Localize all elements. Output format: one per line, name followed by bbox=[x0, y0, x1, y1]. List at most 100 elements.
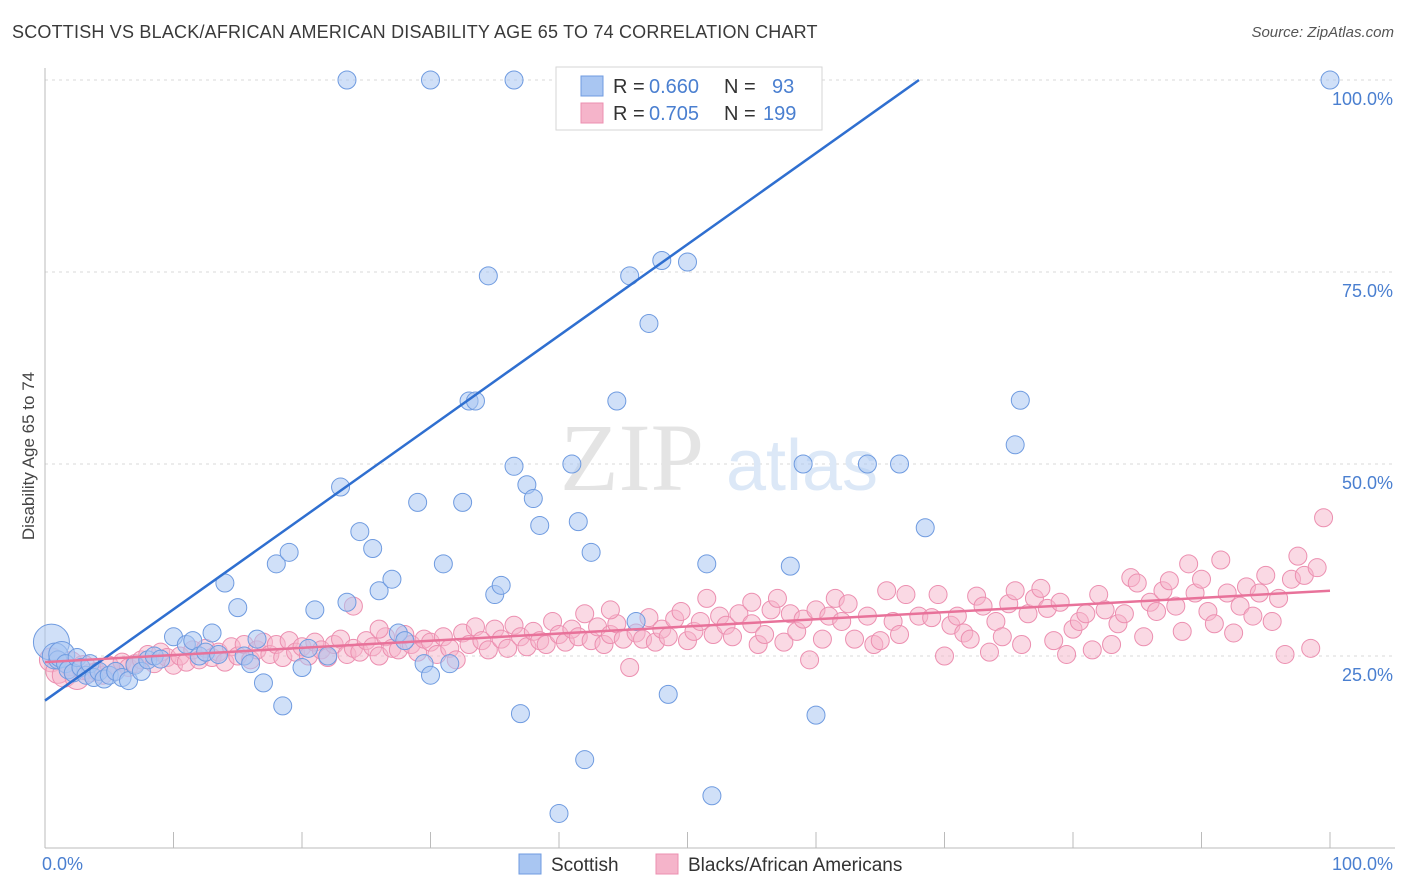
blacks-point-171 bbox=[1166, 596, 1186, 616]
blacks-point-190 bbox=[1288, 546, 1308, 566]
scottish-point-80 bbox=[780, 556, 800, 576]
legend-swatch-scottish bbox=[518, 853, 542, 875]
scottish-point-36 bbox=[266, 554, 286, 574]
scottish-point-44 bbox=[337, 592, 357, 612]
scottish-point-29 bbox=[208, 644, 228, 664]
scottish-point-37 bbox=[273, 696, 293, 716]
blacks-point-188 bbox=[1275, 644, 1295, 664]
scottish-point-35 bbox=[253, 673, 273, 693]
blacks-point-196 bbox=[369, 619, 389, 639]
scottish-point-42 bbox=[318, 646, 338, 666]
trend-lines bbox=[44, 78, 1331, 702]
blacks-point-178 bbox=[1211, 550, 1231, 570]
blacks-point-147 bbox=[1012, 634, 1032, 654]
scottish-point-85 bbox=[915, 518, 935, 538]
scottish-point-71 bbox=[607, 391, 627, 411]
scottish-point-56 bbox=[453, 492, 473, 512]
scottish-point-88 bbox=[549, 803, 569, 823]
blacks-point-83 bbox=[575, 604, 595, 624]
scottish-point-76 bbox=[658, 684, 678, 704]
blacks-point-96 bbox=[658, 627, 678, 647]
blacks-point-128 bbox=[877, 581, 897, 601]
series-scottish-points bbox=[32, 70, 1340, 823]
blacks-trend-line bbox=[44, 589, 1331, 664]
stats-legend-swatch-blacks bbox=[580, 102, 604, 124]
scottish-point-61 bbox=[491, 575, 511, 595]
series-legend: Scottish Blacks/African Americans bbox=[518, 853, 902, 876]
blacks-point-183 bbox=[1243, 606, 1263, 626]
scottish-point-34 bbox=[247, 629, 267, 649]
blacks-point-127 bbox=[870, 631, 890, 651]
scottish-trend-line bbox=[44, 78, 920, 702]
scottish-point-38 bbox=[279, 542, 299, 562]
blacks-point-157 bbox=[1076, 604, 1096, 624]
scottish-point-70 bbox=[581, 542, 601, 562]
source-label: Source: ZipAtlas.com bbox=[1251, 24, 1394, 41]
scottish-point-84 bbox=[890, 454, 910, 474]
scottish-point-90 bbox=[337, 70, 357, 90]
blacks-point-112 bbox=[767, 588, 787, 608]
blacks-point-98 bbox=[671, 601, 691, 621]
scottish-point-81 bbox=[806, 705, 826, 725]
scottish-point-33 bbox=[241, 654, 261, 674]
scottish-point-92 bbox=[504, 70, 524, 90]
blacks-point-102 bbox=[697, 588, 717, 608]
blacks-point-141 bbox=[973, 596, 993, 616]
scottish-point-54 bbox=[433, 554, 453, 574]
blacks-point-180 bbox=[1224, 623, 1244, 643]
y-axis-label: Disability Age 65 to 74 bbox=[19, 372, 38, 540]
scottish-point-31 bbox=[228, 598, 248, 618]
scottish-point-41 bbox=[305, 600, 325, 620]
blacks-point-172 bbox=[1172, 621, 1192, 641]
blacks-point-134 bbox=[928, 585, 948, 605]
stats-r-label-1: R = bbox=[613, 103, 645, 125]
x-tick-label-0: 0.0% bbox=[42, 854, 83, 874]
blacks-point-135 bbox=[935, 646, 954, 666]
blacks-point-198 bbox=[742, 592, 762, 612]
blacks-point-186 bbox=[1262, 611, 1282, 631]
blacks-point-71 bbox=[498, 638, 518, 658]
blacks-point-158 bbox=[1082, 640, 1102, 660]
scottish-point-48 bbox=[382, 569, 402, 589]
stats-r-label-0: R = bbox=[613, 76, 645, 98]
scottish-point-77 bbox=[678, 252, 697, 272]
stats-r-value-1: 0.705 bbox=[649, 103, 699, 125]
scottish-point-82 bbox=[793, 454, 813, 474]
blacks-point-194 bbox=[1314, 508, 1334, 528]
scottish-point-78 bbox=[697, 554, 717, 574]
stats-r-value-0: 0.660 bbox=[649, 76, 699, 98]
watermark-zip: ZIP bbox=[560, 404, 704, 511]
blacks-point-184 bbox=[1249, 583, 1269, 603]
scottish-point-46 bbox=[363, 538, 383, 558]
scottish-point-62 bbox=[504, 456, 524, 476]
blacks-point-106 bbox=[722, 627, 742, 647]
legend-swatch-blacks bbox=[655, 853, 679, 875]
legend-label-scottish: Scottish bbox=[551, 855, 619, 876]
scottish-point-55 bbox=[440, 654, 460, 674]
blacks-point-177 bbox=[1204, 614, 1224, 634]
blacks-point-168 bbox=[1147, 601, 1167, 621]
blacks-point-165 bbox=[1127, 573, 1147, 593]
blacks-point-90 bbox=[620, 658, 640, 678]
blacks-point-185 bbox=[1256, 565, 1276, 585]
blacks-point-117 bbox=[800, 650, 820, 670]
y-tick-label-2: 75.0% bbox=[1342, 281, 1393, 301]
blacks-point-124 bbox=[845, 629, 865, 649]
blacks-point-154 bbox=[1057, 644, 1077, 664]
blacks-point-163 bbox=[1114, 604, 1134, 624]
tick-labels: 25.0% 50.0% 75.0% 100.0% 0.0% 100.0% bbox=[42, 89, 1393, 874]
legend-label-blacks: Blacks/African Americans bbox=[688, 855, 902, 876]
blacks-point-110 bbox=[755, 624, 775, 644]
scottish-point-47 bbox=[369, 581, 389, 601]
scottish-point-28 bbox=[202, 623, 222, 643]
blacks-point-137 bbox=[947, 606, 967, 626]
chart-title: SCOTTISH VS BLACK/AFRICAN AMERICAN DISAB… bbox=[12, 22, 818, 42]
blacks-point-144 bbox=[992, 627, 1012, 647]
scottish-point-69 bbox=[575, 750, 595, 770]
scottish-point-67 bbox=[562, 454, 582, 474]
scottish-point-89 bbox=[1320, 70, 1340, 90]
blacks-point-146 bbox=[1005, 581, 1025, 601]
y-tick-label-1: 50.0% bbox=[1342, 473, 1393, 493]
scottish-point-45 bbox=[350, 522, 370, 542]
